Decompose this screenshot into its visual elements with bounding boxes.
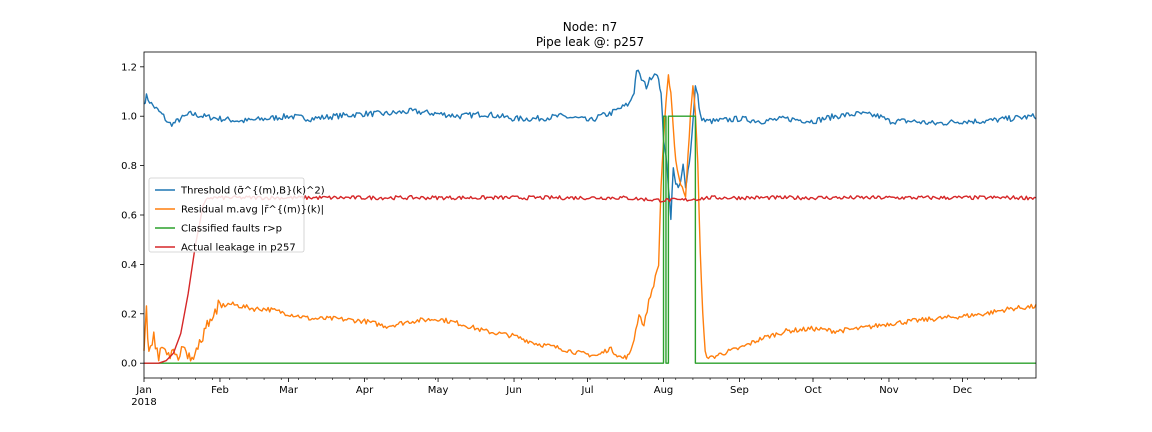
legend-entry: Actual leakage in p257	[181, 243, 296, 254]
series-line	[143, 69, 1037, 221]
y-tick-label: 0.6	[121, 211, 137, 222]
y-tick-label: 1.0	[121, 112, 137, 123]
legend-entry: Classified faults r>p	[181, 224, 282, 235]
y-tick-label: 0.4	[121, 260, 137, 271]
x-tick-label: Feb	[211, 385, 229, 396]
x-tick-label: Nov	[879, 385, 899, 396]
chart-title: Node: n7	[563, 20, 617, 34]
series-line	[144, 115, 1036, 364]
chart-subtitle: Pipe leak @: p257	[536, 35, 644, 49]
x-tick-label: May	[428, 385, 449, 396]
x-tick-label: Mar	[279, 385, 299, 396]
x-tick-label: Sep	[730, 385, 749, 396]
x-tick-label: Apr	[356, 385, 374, 396]
legend: Threshold (σ̄^{(m),B}(k)^2) Residual m.av…	[148, 177, 325, 254]
y-tick-label: 0.0	[121, 359, 137, 370]
y-tick-label: 0.8	[121, 161, 137, 172]
x-tick-label: Oct	[804, 385, 821, 396]
legend-entry: Residual m.avg |r̄^{(m)}(k)|	[181, 205, 324, 216]
x-tick-label: Jan	[135, 385, 151, 396]
x-tick-label: Jun	[505, 385, 522, 396]
axes: 0.0 0.2 0.4 0.6 0.8 1.0 1.2 Jan Feb Mar Apr May Jun J…	[121, 51, 1037, 408]
x-tick-label: Aug	[654, 385, 674, 396]
x-year-label: 2018	[131, 397, 156, 408]
x-tick-label: Dec	[953, 385, 972, 396]
x-tick-label: Jul	[581, 385, 594, 396]
series-line	[143, 74, 1037, 362]
legend-box	[148, 177, 305, 253]
y-tick-label: 0.2	[121, 309, 137, 320]
legend-entry: Threshold (σ̄^{(m),B}(k)^2)	[180, 186, 325, 197]
y-tick-label: 1.2	[121, 62, 137, 73]
